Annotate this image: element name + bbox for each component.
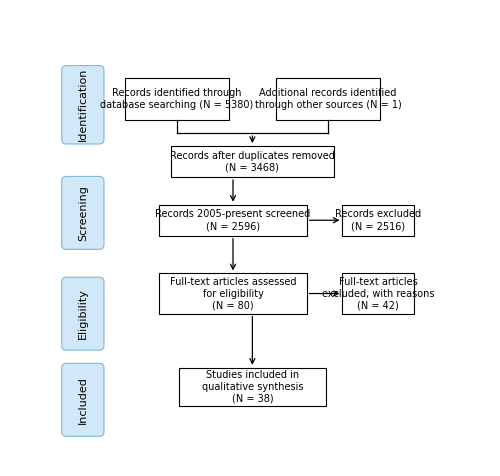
Text: Records after duplicates removed
(N = 3468): Records after duplicates removed (N = 34… — [170, 151, 335, 172]
Text: Records identified through
database searching (N = 5380): Records identified through database sear… — [100, 89, 254, 110]
Text: Identification: Identification — [78, 68, 88, 141]
FancyBboxPatch shape — [276, 78, 380, 120]
Text: Records excluded
(N = 2516): Records excluded (N = 2516) — [335, 209, 422, 231]
FancyBboxPatch shape — [62, 277, 104, 350]
Text: Full-text articles assessed
for eligibility
(N = 80): Full-text articles assessed for eligibil… — [170, 277, 296, 310]
FancyBboxPatch shape — [160, 273, 306, 314]
FancyBboxPatch shape — [160, 205, 306, 236]
FancyBboxPatch shape — [342, 205, 414, 236]
Text: Eligibility: Eligibility — [78, 288, 88, 339]
Text: Included: Included — [78, 376, 88, 424]
FancyBboxPatch shape — [171, 146, 334, 177]
FancyBboxPatch shape — [179, 368, 326, 406]
Text: Screening: Screening — [78, 185, 88, 241]
FancyBboxPatch shape — [62, 363, 104, 436]
Text: Full-text articles
excluded, with reasons
(N = 42): Full-text articles excluded, with reason… — [322, 277, 434, 310]
FancyBboxPatch shape — [62, 66, 104, 144]
FancyBboxPatch shape — [342, 273, 414, 314]
Text: Records 2005-present screened
(N = 2596): Records 2005-present screened (N = 2596) — [156, 209, 310, 231]
FancyBboxPatch shape — [124, 78, 229, 120]
FancyBboxPatch shape — [62, 177, 104, 249]
Text: Studies included in
qualitative synthesis
(N = 38): Studies included in qualitative synthesi… — [202, 370, 303, 404]
Text: Additional records identified
through other sources (N = 1): Additional records identified through ot… — [254, 89, 402, 110]
